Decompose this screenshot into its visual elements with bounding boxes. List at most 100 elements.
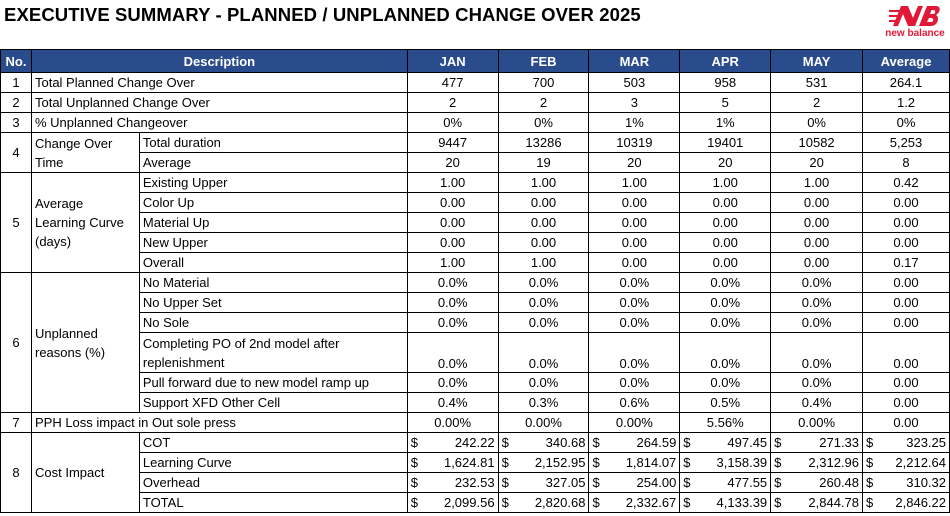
cell-value: 1.00 <box>406 172 499 193</box>
cell-value: 0% <box>406 112 499 133</box>
cell-value: 1.00 <box>497 172 590 193</box>
currency-cell: $2,212.64 <box>862 452 950 473</box>
cell-value: 5 <box>679 92 772 113</box>
row-sub-label: Existing Upper <box>138 172 408 193</box>
currency-symbol: $ <box>866 455 874 470</box>
row-label: Total Planned Change Over <box>30 72 408 93</box>
row-number: 2 <box>0 92 32 113</box>
nb-logo-icon <box>889 6 940 26</box>
header-description: Description <box>30 49 408 73</box>
cell-value: 0.0% <box>679 292 772 313</box>
cell-value: 0.0% <box>770 272 864 293</box>
row-sub-label: Learning Curve <box>138 452 408 473</box>
cell-value: 0.0% <box>406 332 499 373</box>
currency-cell: $1,814.07 <box>588 452 681 473</box>
currency-symbol: $ <box>410 475 418 490</box>
currency-symbol: $ <box>501 435 509 450</box>
row-sub-label: New Upper <box>138 232 408 253</box>
cell-average: 0.00 <box>862 312 950 333</box>
row-sub-label: No Sole <box>138 312 408 333</box>
row-sub-label: No Material <box>138 272 408 293</box>
cell-value: 0.0% <box>406 372 499 393</box>
cell-value: 0.0% <box>679 312 772 333</box>
table-row: Learning Curve $1,624.81 $2,152.95 $1,81… <box>1 452 950 473</box>
currency-symbol: $ <box>592 475 600 490</box>
header-row: No. Description JAN FEB MAR APR MAY Aver… <box>0 49 950 73</box>
cell-value: 19 <box>497 152 590 173</box>
table-row: 7 PPH Loss impact in Out sole press 0.00… <box>0 412 950 433</box>
cell-value: 0.00 <box>588 232 681 253</box>
table-row: 8 Cost Impact COT $242.22 $340.68 $264.5… <box>0 432 950 513</box>
row-label: Total Unplanned Change Over <box>30 92 408 113</box>
cell-average: 0.00 <box>862 292 950 313</box>
cell-value: 20 <box>588 152 681 173</box>
currency-symbol: $ <box>501 455 509 470</box>
row-group-label: Average Learning Curve (days) <box>30 172 140 273</box>
cell-value: 0.0% <box>679 332 772 373</box>
cell-value: 0.00 <box>679 232 772 253</box>
cell-average: 0% <box>862 112 950 133</box>
currency-symbol: $ <box>683 455 691 470</box>
cell-value: 0.0% <box>497 332 590 373</box>
table-row: Support XFD Other Cell 0.4% 0.3% 0.6% 0.… <box>1 392 950 413</box>
cell-average: 5,253 <box>862 132 950 153</box>
currency-symbol: $ <box>683 435 691 450</box>
cell-value: 0.00% <box>406 412 499 433</box>
table-row: New Upper 0.00 0.00 0.00 0.00 0.00 0.00 <box>1 232 950 253</box>
currency-symbol: $ <box>592 495 600 510</box>
header-average: Average <box>862 49 950 73</box>
currency-cell: $340.68 <box>497 432 590 453</box>
cell-value: 0.0% <box>588 272 681 293</box>
row-sub-label: Color Up <box>138 192 408 213</box>
cell-value: 0% <box>770 112 864 133</box>
currency-cell: $232.53 <box>406 472 499 493</box>
cell-value: 0.0% <box>406 272 499 293</box>
row-sub-label: COT <box>138 432 408 453</box>
currency-cell: $4,133.39 <box>679 492 772 513</box>
cell-value: 1.00 <box>679 172 772 193</box>
row-number: 6 <box>0 272 32 413</box>
cell-value: 0.00 <box>679 192 772 213</box>
cell-average: 2,846.22 <box>895 495 946 510</box>
cell-value: 20 <box>679 152 772 173</box>
currency-symbol: $ <box>774 495 782 510</box>
cell-value: 0.0% <box>588 372 681 393</box>
cell-value: 2,099.56 <box>443 495 495 510</box>
row-group-label: Unplanned reasons (%) <box>30 272 140 413</box>
currency-symbol: $ <box>410 435 418 450</box>
cell-value: 0.4% <box>406 392 499 413</box>
cell-value: 0.0% <box>497 312 590 333</box>
row-sub-label: Pull forward due to new model ramp up <box>138 372 408 393</box>
currency-cell: $242.22 <box>406 432 499 453</box>
currency-cell: $323.25 <box>862 432 950 453</box>
cell-value: 3,158.39 <box>716 455 768 470</box>
header-month: MAY <box>770 49 864 73</box>
currency-symbol: $ <box>410 495 418 510</box>
cell-value: 0.0% <box>497 372 590 393</box>
cell-value: 2 <box>770 92 864 113</box>
currency-cell: $264.59 <box>588 432 681 453</box>
cell-value: 260.48 <box>819 475 860 490</box>
cell-value: 1.00 <box>770 172 864 193</box>
cell-value: 0.4% <box>770 392 864 413</box>
currency-cell: $260.48 <box>770 472 864 493</box>
brand-name: new balance <box>885 28 945 39</box>
row-sub-label: Average <box>138 152 408 173</box>
cell-average: 8 <box>862 152 950 173</box>
cell-value: 0% <box>497 112 590 133</box>
cell-value: 13286 <box>497 132 590 153</box>
cell-value: 0.00% <box>588 412 681 433</box>
cell-value: 1.00 <box>497 252 590 273</box>
cell-value: 497.45 <box>727 435 768 450</box>
currency-symbol: $ <box>592 455 600 470</box>
currency-symbol: $ <box>774 435 782 450</box>
cell-value: 0.00 <box>406 192 499 213</box>
currency-symbol: $ <box>866 475 874 490</box>
cell-value: 531 <box>770 72 864 93</box>
row-sub-label: Total duration <box>138 132 408 153</box>
table-row: No Sole 0.0% 0.0% 0.0% 0.0% 0.0% 0.00 <box>1 312 950 333</box>
cell-value: 477.55 <box>727 475 768 490</box>
cell-value: 19401 <box>679 132 772 153</box>
summary-table: No. Description JAN FEB MAR APR MAY Aver… <box>0 49 950 513</box>
row-sub-label: Support XFD Other Cell <box>138 392 408 413</box>
